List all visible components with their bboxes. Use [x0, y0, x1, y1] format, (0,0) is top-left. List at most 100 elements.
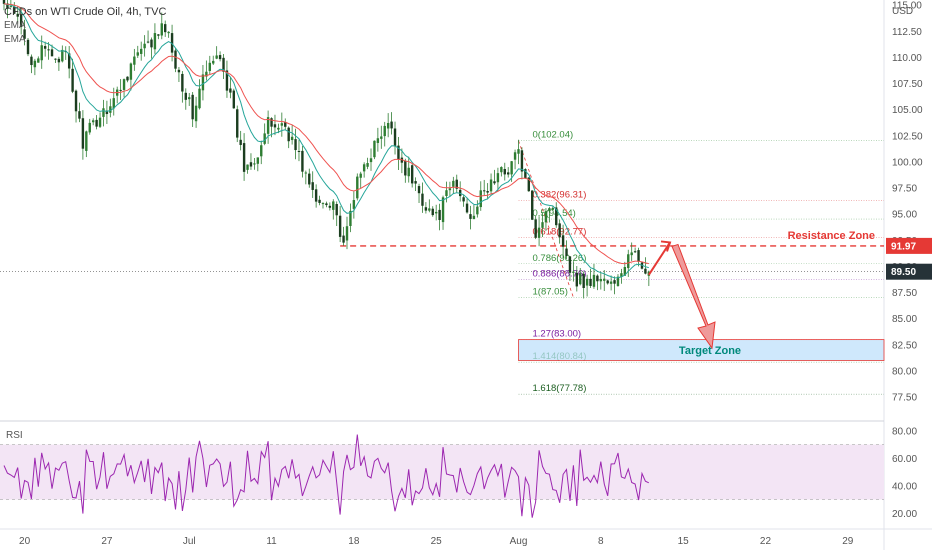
- ema-indicator-2[interactable]: EMA: [4, 34, 26, 45]
- candle-body: [390, 121, 393, 129]
- chart-title: CFDs on WTI Crude Oil, 4h, TVC: [4, 6, 167, 18]
- candle-body: [410, 165, 414, 184]
- candle-body: [476, 206, 479, 215]
- fib-level-label: 0.886(88.76): [533, 268, 587, 279]
- candle-body: [483, 190, 486, 192]
- time-tick-label: 22: [760, 536, 772, 547]
- candle-body: [609, 281, 613, 284]
- candle-body: [98, 117, 102, 127]
- time-tick-label: Aug: [510, 536, 528, 547]
- candle-body: [383, 125, 386, 137]
- candle-body: [277, 127, 280, 130]
- candle-body: [493, 181, 496, 184]
- candle-body: [266, 117, 270, 134]
- candle-body: [332, 201, 335, 210]
- candle-body: [26, 39, 30, 55]
- rsi-label: RSI: [6, 430, 23, 441]
- candle-body: [50, 49, 54, 57]
- candle-body: [150, 39, 153, 48]
- candle-body: [146, 41, 150, 43]
- resistance-price-badge-label: 91.97: [891, 241, 916, 252]
- candle-body: [232, 90, 236, 109]
- fib-level-label: 1.27(83.00): [533, 329, 582, 340]
- candle-body: [579, 273, 582, 285]
- candle-body: [527, 177, 530, 192]
- candle-body: [561, 235, 565, 247]
- candle-body: [345, 226, 349, 241]
- candle-body: [290, 136, 294, 141]
- current-price-badge-label: 89.50: [891, 267, 916, 278]
- candle-body: [311, 182, 314, 190]
- rsi-line: [3, 434, 650, 518]
- chart-header: CFDs on WTI Crude Oil, 4h, TVC EMA EMA: [4, 5, 166, 47]
- candle-body: [325, 203, 328, 206]
- candle-body: [188, 97, 191, 100]
- candle-body: [620, 273, 623, 277]
- price-tick-label: 105.00: [892, 105, 923, 116]
- candle-body: [194, 105, 198, 122]
- fib-level-label: 0.786(90.26): [533, 253, 587, 264]
- projection-arrow-down: [671, 243, 716, 350]
- candle-body: [472, 215, 476, 220]
- currency-label: USD: [892, 6, 913, 17]
- candle-body: [551, 207, 554, 210]
- candle-body: [496, 173, 500, 183]
- candle-body: [297, 150, 301, 152]
- time-tick-label: 29: [842, 536, 854, 547]
- candle-body: [507, 172, 510, 175]
- time-tick-label: 27: [101, 536, 113, 547]
- candle-body: [222, 57, 225, 72]
- candle-body: [637, 250, 640, 262]
- candle-body: [524, 169, 527, 179]
- candle-body: [623, 267, 627, 276]
- candle-body: [431, 208, 434, 216]
- candle-body: [287, 127, 290, 142]
- candle-body: [438, 209, 441, 221]
- candle-body: [366, 163, 369, 167]
- fib-level-label: 1(87.05): [533, 286, 568, 297]
- projection-arrow-up-head: [660, 240, 672, 252]
- candle-body: [19, 14, 23, 27]
- candle-body: [239, 139, 242, 145]
- current-price-badge: [886, 263, 932, 280]
- price-tick-label: 110.00: [892, 53, 922, 64]
- candle-body: [489, 179, 493, 192]
- price-tick-label: 87.50: [892, 288, 917, 299]
- ema-fast-line: [3, 3, 649, 279]
- candle-body: [2, 0, 6, 4]
- candle-body: [424, 207, 428, 211]
- candle-body: [359, 173, 362, 178]
- price-tick-label: 97.50: [892, 184, 917, 195]
- ema-indicator-1[interactable]: EMA: [4, 20, 26, 31]
- price-tick-label: 77.50: [892, 393, 917, 404]
- candle-body: [448, 188, 452, 191]
- candle-body: [555, 207, 558, 226]
- candle-body: [140, 48, 143, 54]
- candle-body: [393, 128, 397, 147]
- candle-body: [160, 23, 163, 36]
- candle-body: [273, 124, 277, 128]
- candle-body: [352, 200, 356, 209]
- candle-body: [589, 278, 592, 286]
- candle-body: [373, 140, 376, 158]
- candle-body: [198, 88, 201, 109]
- candle-body: [61, 49, 64, 62]
- candle-body: [537, 227, 541, 238]
- candle-body: [119, 89, 122, 91]
- candle-body: [421, 193, 424, 206]
- candle-body: [177, 69, 181, 73]
- candle-body: [565, 248, 568, 257]
- candle-body: [91, 120, 95, 123]
- candle-body: [167, 31, 170, 34]
- candle-body: [386, 123, 390, 129]
- candle-body: [246, 164, 249, 170]
- candle-body: [407, 167, 410, 177]
- candle-body: [308, 173, 311, 185]
- candle-body: [486, 191, 489, 193]
- price-tick-label: 115.00: [892, 1, 922, 12]
- candle-body: [517, 149, 520, 154]
- candle-body: [294, 139, 297, 151]
- candle-body: [304, 172, 308, 174]
- price-tick-label: 85.00: [892, 314, 917, 325]
